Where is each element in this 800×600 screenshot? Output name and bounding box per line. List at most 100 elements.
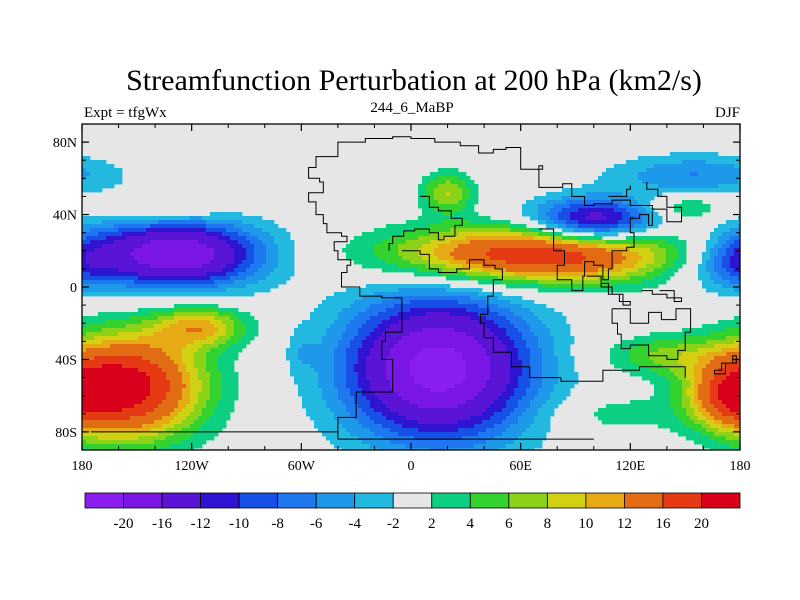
field-cell (262, 224, 267, 229)
field-cell (118, 336, 123, 341)
field-cell (162, 248, 167, 253)
field-cell (566, 264, 571, 269)
field-cell (510, 264, 515, 269)
field-cell (590, 204, 595, 209)
field-cell (730, 332, 735, 337)
field-cell (530, 268, 535, 273)
field-cell (442, 308, 447, 313)
field-cell (422, 300, 427, 305)
field-cell (86, 164, 91, 169)
field-cell (418, 304, 423, 309)
field-cell (250, 280, 255, 285)
field-cell (726, 180, 731, 185)
field-cell (206, 348, 211, 353)
field-cell (550, 276, 555, 281)
field-cell (718, 224, 723, 229)
field-cell (106, 216, 111, 221)
field-cell (422, 344, 427, 349)
field-cell (190, 264, 195, 269)
field-cell (642, 196, 647, 201)
field-cell (106, 320, 111, 325)
field-cell (206, 248, 211, 253)
field-cell (634, 204, 639, 209)
field-cell (134, 328, 139, 333)
field-cell (422, 260, 427, 265)
field-cell (486, 268, 491, 273)
field-cell (222, 316, 227, 321)
field-cell (538, 344, 543, 349)
field-cell (546, 232, 551, 237)
field-cell (514, 256, 519, 261)
field-cell (130, 220, 135, 225)
field-cell (430, 332, 435, 337)
field-cell (734, 236, 739, 241)
field-cell (570, 224, 575, 229)
field-cell (366, 336, 371, 341)
field-cell (486, 228, 491, 233)
field-cell (506, 320, 511, 325)
field-cell (354, 244, 359, 249)
field-cell (230, 232, 235, 237)
field-cell (430, 264, 435, 269)
field-cell (486, 352, 491, 357)
field-cell (266, 268, 271, 273)
field-cell (90, 272, 95, 277)
field-cell (718, 268, 723, 273)
field-cell (658, 248, 663, 253)
field-cell (590, 196, 595, 201)
field-cell (242, 328, 247, 333)
field-cell (526, 212, 531, 217)
field-cell (326, 328, 331, 333)
field-cell (690, 208, 695, 213)
field-cell (150, 328, 155, 333)
field-cell (626, 352, 631, 357)
field-cell (462, 224, 467, 229)
field-cell (466, 312, 471, 317)
field-cell (702, 348, 707, 353)
field-cell (610, 280, 615, 285)
field-cell (654, 256, 659, 261)
field-cell (414, 300, 419, 305)
field-cell (394, 352, 399, 357)
field-cell (202, 304, 207, 309)
field-cell (586, 272, 591, 277)
field-cell (454, 276, 459, 281)
field-cell (454, 296, 459, 301)
field-cell (614, 164, 619, 169)
field-cell (490, 240, 495, 245)
field-cell (554, 280, 559, 285)
field-cell (458, 176, 463, 181)
field-cell (146, 340, 151, 345)
field-cell (534, 212, 539, 217)
field-cell (274, 280, 279, 285)
field-cell (582, 244, 587, 249)
field-cell (486, 324, 491, 329)
field-cell (122, 328, 127, 333)
field-cell (366, 248, 371, 253)
field-cell (386, 232, 391, 237)
field-cell (378, 352, 383, 357)
field-cell (482, 340, 487, 345)
field-cell (254, 236, 259, 241)
field-cell (150, 336, 155, 341)
field-cell (566, 352, 571, 357)
field-cell (434, 212, 439, 217)
field-cell (422, 312, 427, 317)
field-cell (574, 220, 579, 225)
field-cell (654, 252, 659, 257)
field-cell (446, 300, 451, 305)
field-cell (94, 328, 99, 333)
field-cell (270, 256, 275, 261)
field-cell (506, 236, 511, 241)
field-cell (358, 236, 363, 241)
field-cell (358, 300, 363, 305)
field-cell (602, 244, 607, 249)
field-cell (714, 160, 719, 165)
field-cell (646, 236, 651, 241)
field-cell (454, 172, 459, 177)
field-cell (86, 328, 91, 333)
field-cell (510, 228, 515, 233)
field-cell (118, 320, 123, 325)
field-cell (226, 240, 231, 245)
field-cell (658, 260, 663, 265)
